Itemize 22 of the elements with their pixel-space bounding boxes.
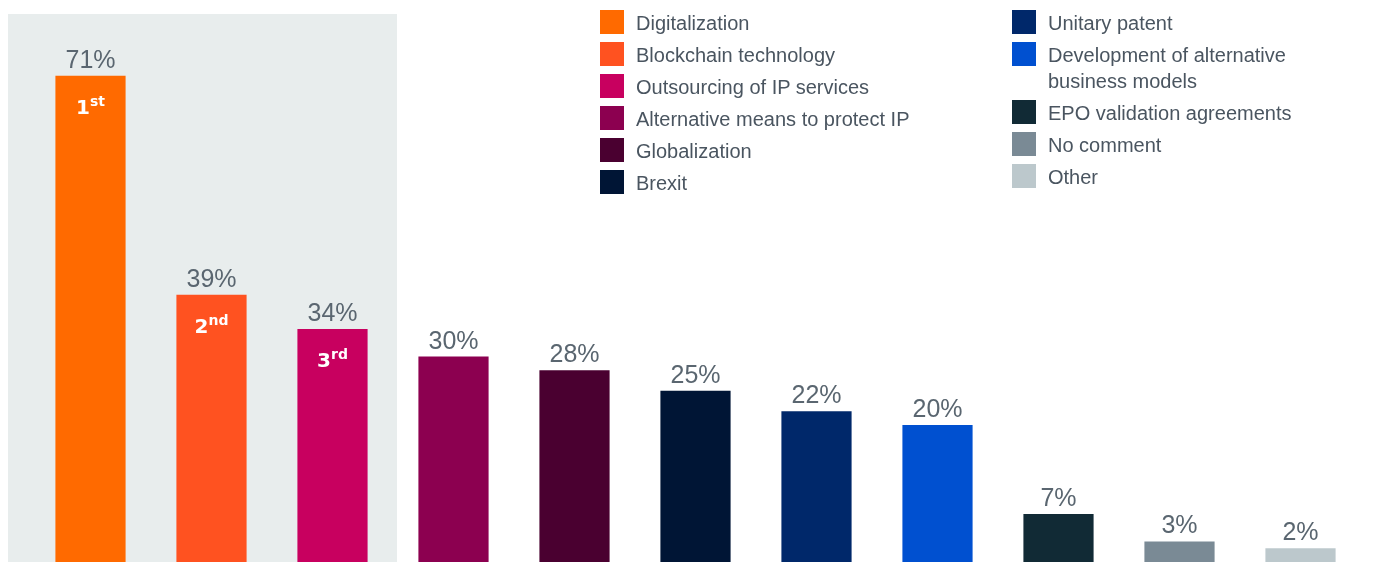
legend-label: Unitary patent [1048,11,1173,36]
legend-label: Development of alternative business models [1048,43,1287,94]
data-label: 39% [186,263,237,292]
legend-label: Blockchain technology [636,43,836,68]
legend-label: No comment [1048,133,1162,158]
data-label: 25% [670,359,721,388]
data-label: 71% [65,44,116,73]
legend-label: Globalization [636,139,752,164]
data-label: 20% [912,394,963,422]
data-label: 34% [307,298,358,327]
data-label: 30% [428,325,479,354]
data-label: 22% [791,380,842,409]
data-label: 3% [1161,510,1198,539]
data-label: 7% [1040,483,1077,512]
legend-label: Brexit [636,171,688,196]
legend-label: Outsourcing of IP services [636,75,870,100]
legend-label: Digitalization [636,11,750,36]
legend-label: Alternative means to protect IP [636,107,910,132]
legend-label: Other [1048,165,1099,190]
data-label: 28% [549,339,600,368]
legend-label: EPO validation agreements [1048,101,1292,126]
data-label: 2% [1282,517,1319,546]
